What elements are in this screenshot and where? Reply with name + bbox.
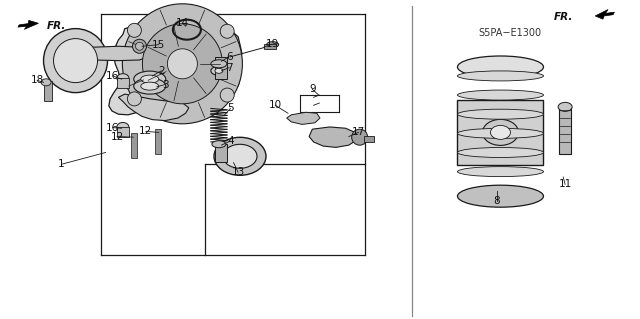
Text: 18: 18 xyxy=(31,75,44,85)
Text: 12: 12 xyxy=(140,126,152,137)
Polygon shape xyxy=(118,94,189,121)
Polygon shape xyxy=(309,127,357,147)
Polygon shape xyxy=(595,10,614,19)
Text: 6: 6 xyxy=(226,52,232,62)
Ellipse shape xyxy=(458,109,543,119)
Text: 16: 16 xyxy=(106,71,119,81)
Circle shape xyxy=(220,88,234,102)
Ellipse shape xyxy=(117,74,129,83)
Circle shape xyxy=(168,49,197,79)
Polygon shape xyxy=(287,112,320,124)
Text: 15: 15 xyxy=(152,40,165,50)
Text: 13: 13 xyxy=(232,167,244,177)
Ellipse shape xyxy=(458,90,543,100)
Circle shape xyxy=(54,39,97,83)
Ellipse shape xyxy=(211,60,227,68)
Circle shape xyxy=(142,24,223,104)
Polygon shape xyxy=(18,20,38,29)
Text: 12: 12 xyxy=(111,131,124,142)
Text: 19: 19 xyxy=(266,39,278,49)
Ellipse shape xyxy=(117,122,129,131)
Bar xyxy=(458,100,543,165)
Text: 1: 1 xyxy=(58,159,65,169)
Polygon shape xyxy=(109,22,242,115)
Text: S5PA−E1300: S5PA−E1300 xyxy=(479,27,542,38)
Ellipse shape xyxy=(212,141,226,148)
Ellipse shape xyxy=(458,185,543,207)
Circle shape xyxy=(122,4,243,124)
Ellipse shape xyxy=(223,144,257,168)
Text: 16: 16 xyxy=(106,122,119,133)
Bar xyxy=(117,78,129,88)
Ellipse shape xyxy=(458,167,543,177)
Bar xyxy=(70,48,86,67)
Text: 7: 7 xyxy=(226,63,232,73)
Text: 4: 4 xyxy=(227,136,234,146)
Bar xyxy=(131,133,137,158)
Text: 14: 14 xyxy=(176,18,189,28)
Text: 9: 9 xyxy=(309,84,316,94)
Ellipse shape xyxy=(215,68,223,73)
Ellipse shape xyxy=(458,71,543,81)
Circle shape xyxy=(220,24,234,38)
Bar xyxy=(364,136,374,142)
Text: 17: 17 xyxy=(352,127,365,137)
Text: 5: 5 xyxy=(227,103,234,114)
Bar xyxy=(117,127,129,137)
Text: 3: 3 xyxy=(162,79,168,90)
Text: 10: 10 xyxy=(269,100,282,110)
Ellipse shape xyxy=(211,66,227,75)
Circle shape xyxy=(44,29,108,93)
Text: FR.: FR. xyxy=(554,11,573,22)
Ellipse shape xyxy=(558,102,572,111)
Circle shape xyxy=(352,129,368,145)
Polygon shape xyxy=(76,46,150,61)
Text: 11: 11 xyxy=(559,179,572,189)
Bar xyxy=(44,81,52,101)
Bar xyxy=(215,144,227,161)
Ellipse shape xyxy=(141,75,159,83)
Circle shape xyxy=(136,42,143,50)
Ellipse shape xyxy=(458,128,543,138)
Text: 8: 8 xyxy=(493,196,500,206)
Ellipse shape xyxy=(458,56,543,78)
Ellipse shape xyxy=(458,147,543,158)
Bar xyxy=(264,44,276,49)
Ellipse shape xyxy=(41,79,51,86)
Ellipse shape xyxy=(134,78,166,94)
Circle shape xyxy=(132,39,147,53)
Text: 2: 2 xyxy=(158,66,164,76)
Ellipse shape xyxy=(490,125,511,139)
Circle shape xyxy=(127,92,141,106)
Ellipse shape xyxy=(483,119,518,145)
Ellipse shape xyxy=(141,82,159,90)
Circle shape xyxy=(127,23,141,37)
Ellipse shape xyxy=(134,71,166,87)
Ellipse shape xyxy=(214,137,266,175)
Bar xyxy=(559,107,571,154)
Ellipse shape xyxy=(267,42,278,48)
Bar xyxy=(155,129,161,154)
Text: FR.: FR. xyxy=(47,21,66,31)
Bar xyxy=(215,57,227,79)
